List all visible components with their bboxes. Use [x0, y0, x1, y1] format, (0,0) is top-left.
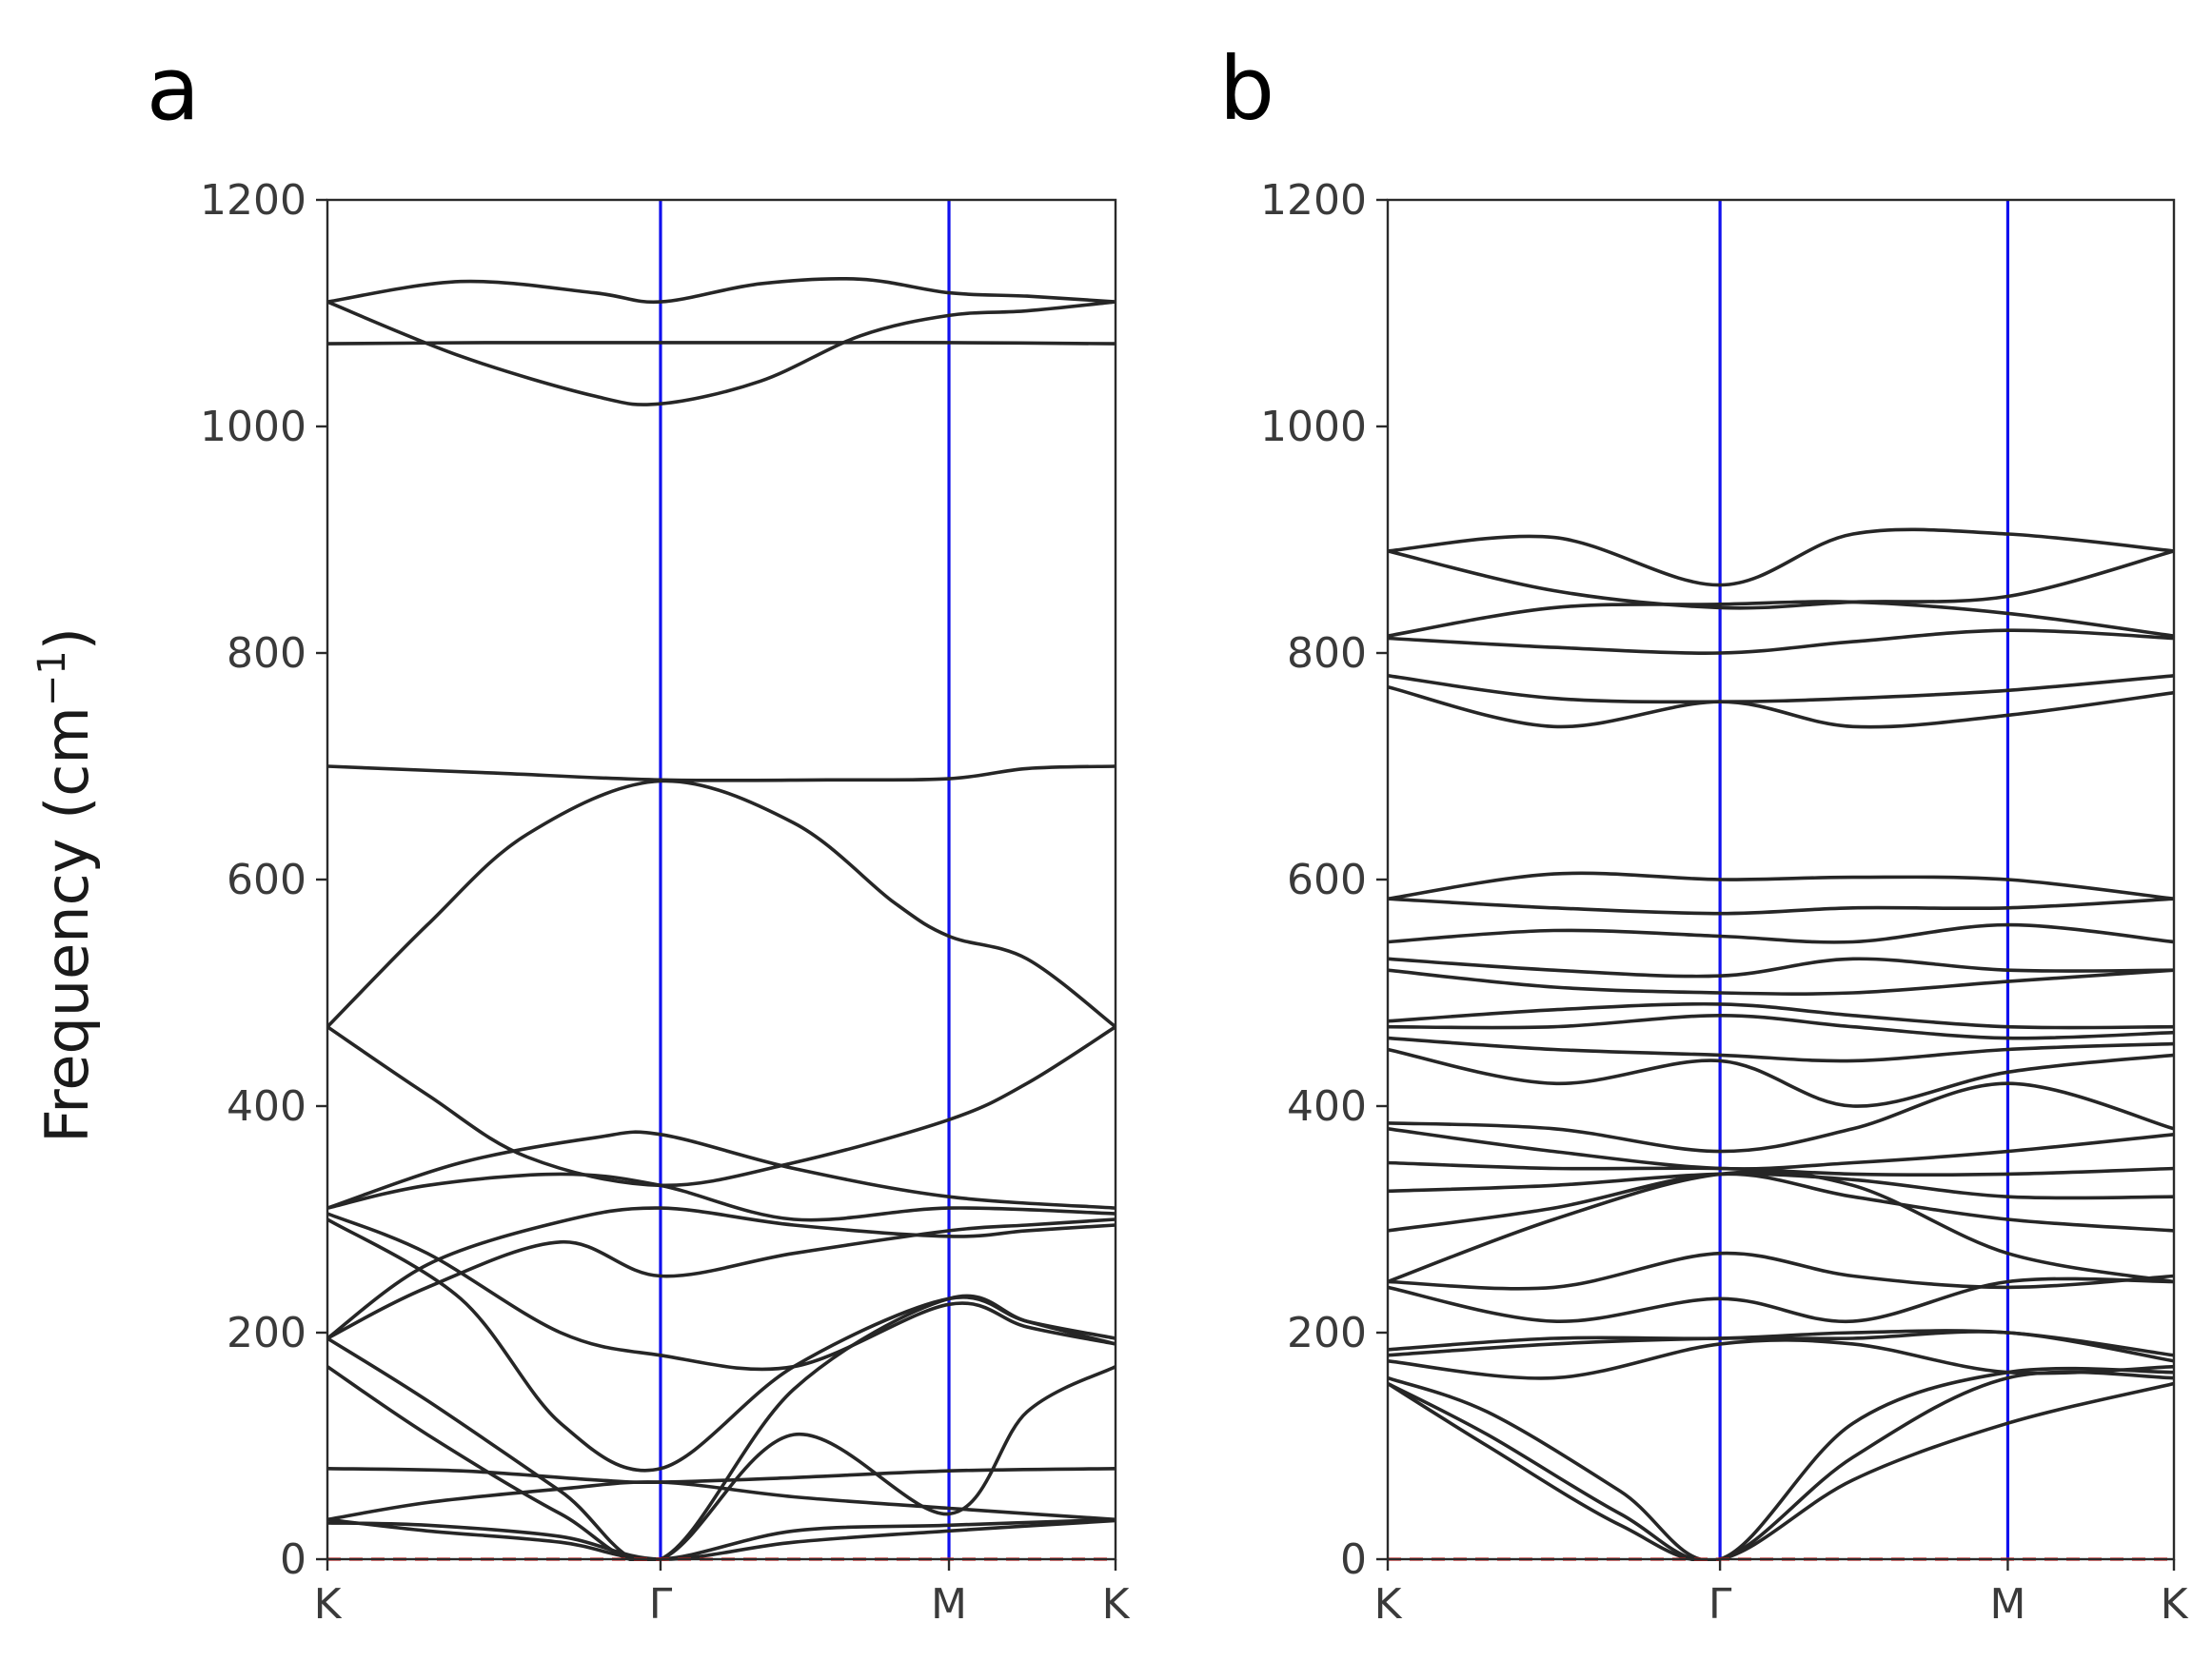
x-tick-label: M	[1989, 1580, 2025, 1629]
phonon-band	[1388, 1036, 2174, 1063]
y-tick-label: 1000	[1260, 403, 1367, 451]
panel-label: b	[1219, 38, 1274, 140]
x-tick-label: Γ	[649, 1580, 673, 1629]
y-tick-label: 800	[1287, 629, 1367, 678]
phonon-band	[1388, 674, 2174, 704]
phonon-band	[1388, 922, 2174, 944]
phonon-band	[1388, 1370, 2174, 1561]
phonon-band	[1388, 1172, 2174, 1200]
phonon-band	[1388, 527, 2174, 587]
phonon-band	[327, 764, 1116, 782]
y-tick-label: 400	[1287, 1082, 1367, 1131]
phonon-band	[1388, 897, 2174, 916]
phonon-band	[1388, 1047, 2174, 1108]
phonon-band	[327, 1518, 1116, 1561]
phonon-band	[327, 300, 1116, 406]
phonon-band	[1388, 549, 2174, 610]
phonon-band	[1388, 1081, 2174, 1154]
phonon-band	[1388, 1251, 2174, 1291]
panel-a: a 0 200 400 600 800 1000 1200 K Γ M K	[147, 38, 1131, 1629]
phonon-band	[1388, 1381, 2174, 1561]
panel-label: a	[147, 38, 200, 140]
phonon-band	[1388, 1366, 2174, 1561]
phonon-band	[327, 1025, 1116, 1188]
phonon-band	[1388, 968, 2174, 996]
phonon-band	[1388, 1014, 2174, 1040]
y-tick-label: 0	[1340, 1535, 1367, 1584]
y-tick-label: 200	[1287, 1309, 1367, 1357]
phonon-band	[1388, 684, 2174, 729]
phonon-band	[1388, 1172, 2174, 1233]
y-tick-label: 200	[227, 1309, 306, 1357]
y-tick-label: 1200	[200, 176, 306, 225]
y-tick-label: 800	[227, 629, 306, 678]
phonon-band	[1388, 1329, 2174, 1357]
band-group	[327, 277, 1116, 1561]
x-tick-label: K	[2161, 1580, 2189, 1629]
phonon-band	[1388, 1127, 2174, 1171]
phonon-band	[1388, 1169, 2174, 1284]
y-tick-label: 0	[280, 1535, 306, 1584]
phonon-band	[327, 1217, 1116, 1340]
phonon-band	[327, 1467, 1116, 1484]
phonon-band	[327, 1480, 1116, 1522]
phonon-band	[327, 1294, 1116, 1561]
phonon-band	[1388, 871, 2174, 900]
x-tick-label: K	[1102, 1580, 1131, 1629]
phonon-band	[1388, 1330, 2174, 1363]
x-tick-label: K	[1374, 1580, 1403, 1629]
y-tick-label: 600	[1287, 856, 1367, 904]
y-axis-label: Frequency (cm−1)	[30, 627, 102, 1143]
x-tick-label: Γ	[1708, 1580, 1732, 1629]
y-tick-label: 1200	[1260, 176, 1367, 225]
phonon-band	[327, 1172, 1116, 1222]
phonon-band	[327, 277, 1116, 305]
phonon-band	[1388, 1276, 2174, 1324]
y-tick-label: 400	[227, 1082, 306, 1131]
phonon-band	[327, 1206, 1116, 1340]
phonon-band	[327, 1130, 1116, 1210]
phonon-band	[1388, 628, 2174, 655]
phonon-band	[327, 779, 1116, 1029]
axes-frame	[326, 198, 1117, 1561]
panel-b: b 0 200 400 600 800 1000 1200 K Γ M K	[1219, 38, 2189, 1629]
phonon-band	[1388, 1001, 2174, 1030]
phonon-band	[327, 1212, 1116, 1372]
x-tick-label: M	[931, 1580, 967, 1629]
phonon-band	[1388, 600, 2174, 638]
y-tick-label: 600	[227, 856, 306, 904]
phonon-band	[1388, 957, 2174, 979]
band-group	[1388, 527, 2174, 1561]
phonon-band	[327, 341, 1116, 346]
y-tick-label: 1000	[200, 403, 306, 451]
x-tick-label: K	[314, 1580, 343, 1629]
phonon-band	[327, 1365, 1116, 1561]
